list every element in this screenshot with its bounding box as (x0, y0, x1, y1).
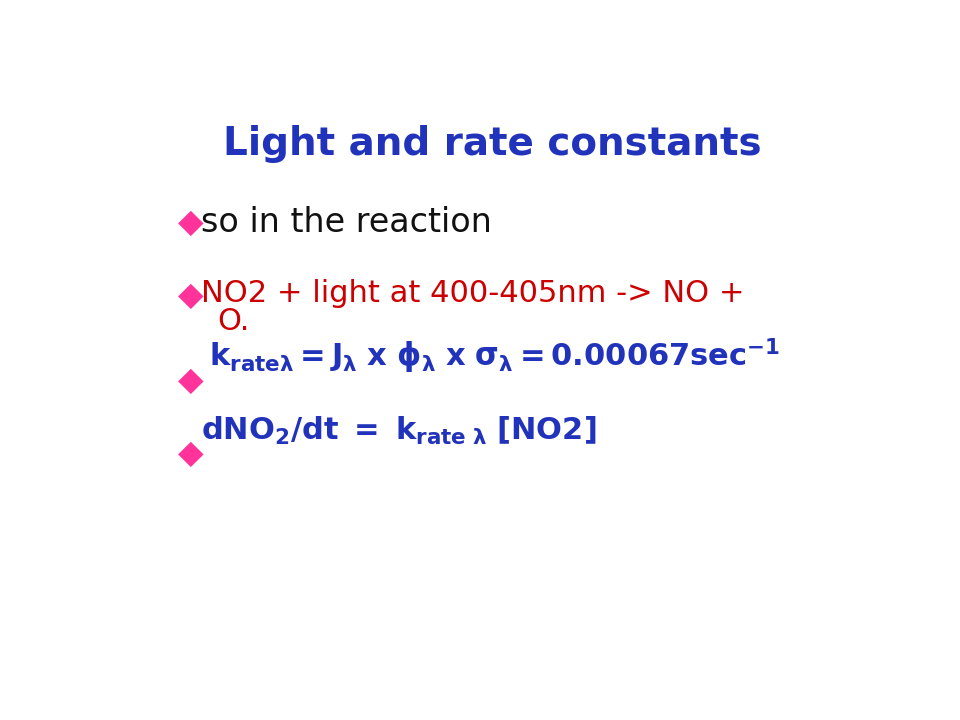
Text: so in the reaction: so in the reaction (202, 206, 492, 239)
Text: NO2 + light at 400-405nm -> NO +: NO2 + light at 400-405nm -> NO + (202, 279, 745, 308)
Text: ◆: ◆ (179, 206, 204, 239)
Text: O.: O. (217, 307, 250, 336)
Text: Light and rate constants: Light and rate constants (223, 125, 761, 163)
Text: ◆: ◆ (179, 364, 204, 397)
Text: $\mathregular{k_{rate\lambda}= J_{\lambda}\ x\ \phi_{\lambda}\ x\ \sigma_{\lambd: $\mathregular{k_{rate\lambda}= J_{\lambd… (209, 337, 780, 377)
Text: ◆: ◆ (179, 437, 204, 469)
Text: ◆: ◆ (179, 279, 204, 312)
Text: $\mathregular{dNO_{2}/dt\ =\ k_{rate\ \lambda}\ [NO2]}$: $\mathregular{dNO_{2}/dt\ =\ k_{rate\ \l… (202, 415, 597, 447)
